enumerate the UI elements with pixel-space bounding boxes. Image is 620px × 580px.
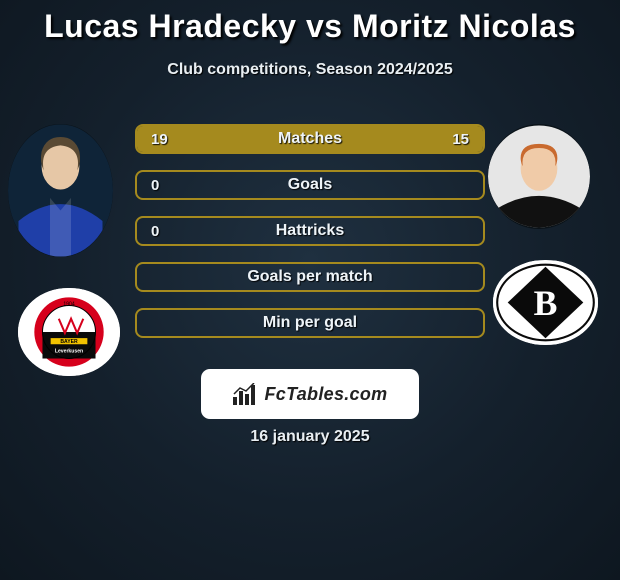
stat-bar-value-left: 0 — [137, 172, 173, 198]
stat-bar-value-left: 19 — [137, 126, 182, 152]
person-icon — [488, 124, 590, 229]
club-badge-icon: B — [493, 260, 598, 345]
player-left-avatar — [8, 124, 113, 257]
stat-bar-value-right: 15 — [438, 126, 483, 152]
infographic-date: 16 january 2025 — [0, 428, 620, 446]
club-badge-icon: BAYER Leverkusen 1904 — [18, 288, 120, 376]
stat-bar: Hattricks0 — [135, 216, 485, 246]
subtitle: Club competitions, Season 2024/2025 — [0, 61, 620, 79]
stat-bar: Goals per match — [135, 262, 485, 292]
brand-label: FcTables.com — [265, 384, 388, 405]
stat-bar: Min per goal — [135, 308, 485, 338]
stat-bar-label: Matches — [137, 126, 483, 152]
club-right-badge: B — [493, 260, 598, 345]
person-icon — [8, 124, 113, 257]
comparison-infographic: Lucas Hradecky vs Moritz Nicolas Club co… — [0, 0, 620, 580]
stat-bar: Goals0 — [135, 170, 485, 200]
stat-bar-label: Min per goal — [137, 310, 483, 336]
stat-bar-label: Hattricks — [137, 218, 483, 244]
stat-bar: Matches19 15 — [135, 124, 485, 154]
stat-bars: Matches1915Goals0Hattricks0Goals per mat… — [135, 124, 485, 354]
svg-text:1904: 1904 — [63, 301, 74, 307]
player-right-avatar — [488, 124, 590, 229]
stat-bar-label: Goals per match — [137, 264, 483, 290]
stat-bar-label: Goals — [137, 172, 483, 198]
bar-chart-icon — [233, 383, 259, 405]
brand-pill: FcTables.com — [201, 369, 419, 419]
club-left-badge: BAYER Leverkusen 1904 — [18, 288, 120, 376]
svg-text:BAYER: BAYER — [60, 339, 78, 345]
stat-bar-value-left: 0 — [137, 218, 173, 244]
svg-text:Leverkusen: Leverkusen — [55, 348, 83, 354]
svg-text:B: B — [534, 283, 558, 323]
page-title: Lucas Hradecky vs Moritz Nicolas — [0, 0, 620, 45]
